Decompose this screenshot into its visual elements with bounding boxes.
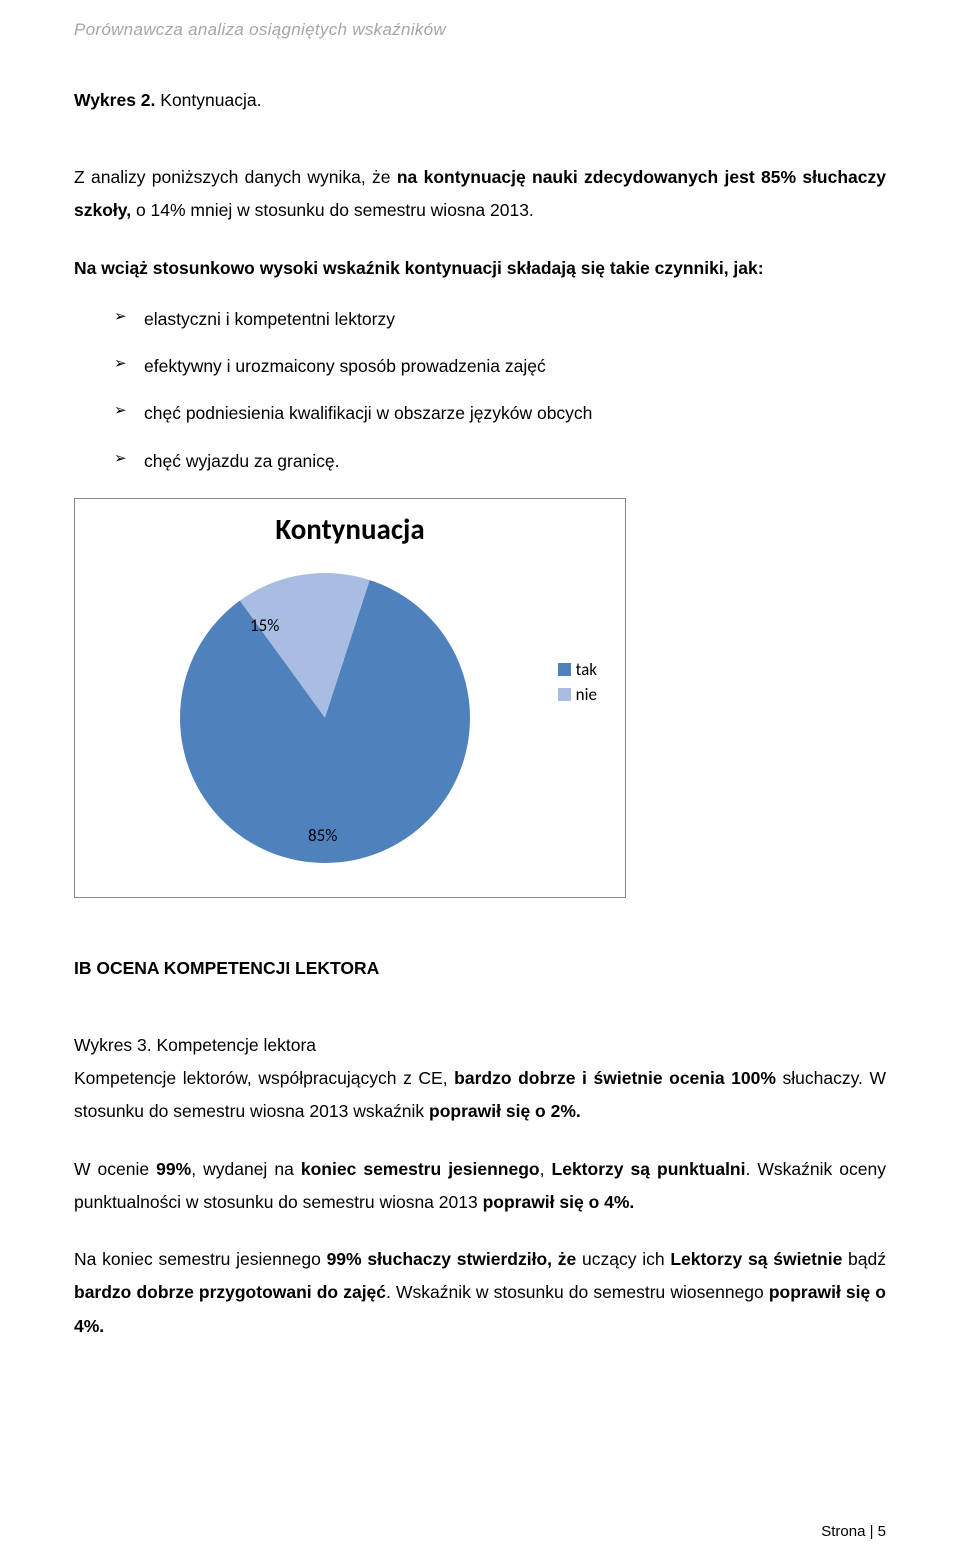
wykres-3-label: Wykres 3. Kompetencje lektora	[74, 1029, 886, 1062]
p1-pre: Kompetencje lektorów, współpracujących z…	[74, 1068, 454, 1088]
intro-post: o 14% mniej w stosunku do semestru wiosn…	[131, 200, 534, 220]
factors-lead: Na wciąż stosunkowo wysoki wskaźnik kont…	[74, 252, 886, 285]
p2-b1: 99%	[156, 1159, 191, 1179]
p2-b4: poprawił się o 4%.	[483, 1192, 635, 1212]
pie-chart-kontynuacja: Kontynuacja 15% 85% tak nie	[74, 498, 626, 898]
p2-m2: ,	[540, 1159, 552, 1179]
page-footer: Strona | 5	[821, 1523, 886, 1540]
legend-row-tak: tak	[558, 659, 597, 680]
p1-b2: poprawił się o 2%.	[429, 1101, 581, 1121]
running-header: Porównawcza analiza osiągniętych wskaźni…	[74, 20, 886, 40]
p2-b2: koniec semestru jesiennego	[301, 1159, 540, 1179]
para-punktualnosc: W ocenie 99%, wydanej na koniec semestru…	[74, 1153, 886, 1220]
list-item: elastyczni i kompetentni lektorzy	[114, 303, 886, 336]
p3-m3: . Wskaźnik w stosunku do semestru wiosen…	[386, 1282, 769, 1302]
pie-slice-label-tak: 85%	[308, 825, 337, 846]
para-przygotowanie: Na koniec semestru jesiennego 99% słucha…	[74, 1243, 886, 1343]
pie-slice-label-nie: 15%	[250, 615, 279, 636]
pie-graphic	[180, 573, 470, 863]
intro-pre: Z analizy poniższych danych wynika, że	[74, 167, 397, 187]
p3-b1: 99% słuchaczy stwierdziło, że	[327, 1249, 577, 1269]
para-kompetencje: Kompetencje lektorów, współpracujących z…	[74, 1062, 886, 1129]
p3-m1: uczący ich	[576, 1249, 670, 1269]
list-item: chęć wyjazdu za granicę.	[114, 445, 886, 478]
legend-label-tak: tak	[576, 659, 597, 680]
section-ib-heading: IB OCENA KOMPETENCJI LEKTORA	[74, 958, 886, 979]
list-item: chęć podniesienia kwalifikacji w obszarz…	[114, 397, 886, 430]
chart-2-heading: Wykres 2. Kontynuacja.	[74, 90, 886, 111]
legend-label-nie: nie	[576, 684, 597, 705]
p2-pre: W ocenie	[74, 1159, 156, 1179]
factors-list: elastyczni i kompetentni lektorzy efekty…	[114, 303, 886, 478]
intro-paragraph: Z analizy poniższych danych wynika, że n…	[74, 161, 886, 228]
pie-chart-title: Kontynuacja	[75, 511, 625, 547]
p3-m2: bądź	[842, 1249, 886, 1269]
p2-b3: Lektorzy są punktualni	[552, 1159, 746, 1179]
chart-2-prefix: Wykres 2.	[74, 90, 160, 110]
p2-m1: , wydanej na	[191, 1159, 301, 1179]
p3-pre: Na koniec semestru jesiennego	[74, 1249, 327, 1269]
p3-b3: bardzo dobrze przygotowani do zajęć	[74, 1282, 386, 1302]
legend-swatch-nie	[558, 688, 571, 701]
pie-legend: tak nie	[558, 659, 597, 709]
legend-swatch-tak	[558, 663, 571, 676]
chart-2-title: Kontynuacja.	[160, 90, 261, 110]
p1-b1: bardzo dobrze i świetnie ocenia 100%	[454, 1068, 776, 1088]
legend-row-nie: nie	[558, 684, 597, 705]
p3-b2: Lektorzy są świetnie	[670, 1249, 842, 1269]
list-item: efektywny i urozmaicony sposób prowadzen…	[114, 350, 886, 383]
pie-wrap: 15% 85%	[180, 573, 470, 863]
